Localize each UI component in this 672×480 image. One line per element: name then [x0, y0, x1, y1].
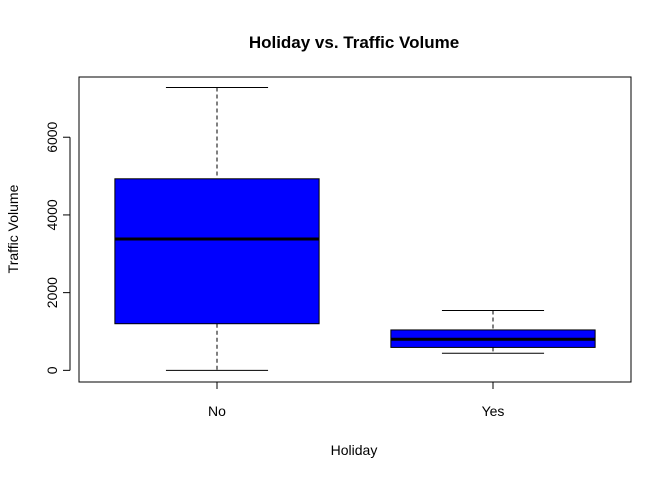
x-tick-label: No [208, 403, 226, 419]
box-yes [390, 310, 596, 354]
y-tick-label: 2000 [44, 277, 60, 308]
x-tick-label: Yes [482, 403, 505, 419]
y-tick-label: 4000 [44, 199, 60, 230]
x-axis: No Yes [208, 382, 504, 419]
x-axis-label: Holiday [331, 442, 378, 458]
y-axis-label: Traffic Volume [5, 184, 21, 273]
plot-area [114, 86, 596, 371]
iqr-box [114, 178, 320, 325]
chart-title: Holiday vs. Traffic Volume [249, 33, 459, 52]
plot-frame [78, 76, 632, 383]
y-tick-label: 0 [44, 366, 60, 374]
y-axis: 0 2000 4000 6000 [44, 121, 71, 374]
y-tick-label: 6000 [44, 121, 60, 152]
box-no [114, 86, 320, 371]
